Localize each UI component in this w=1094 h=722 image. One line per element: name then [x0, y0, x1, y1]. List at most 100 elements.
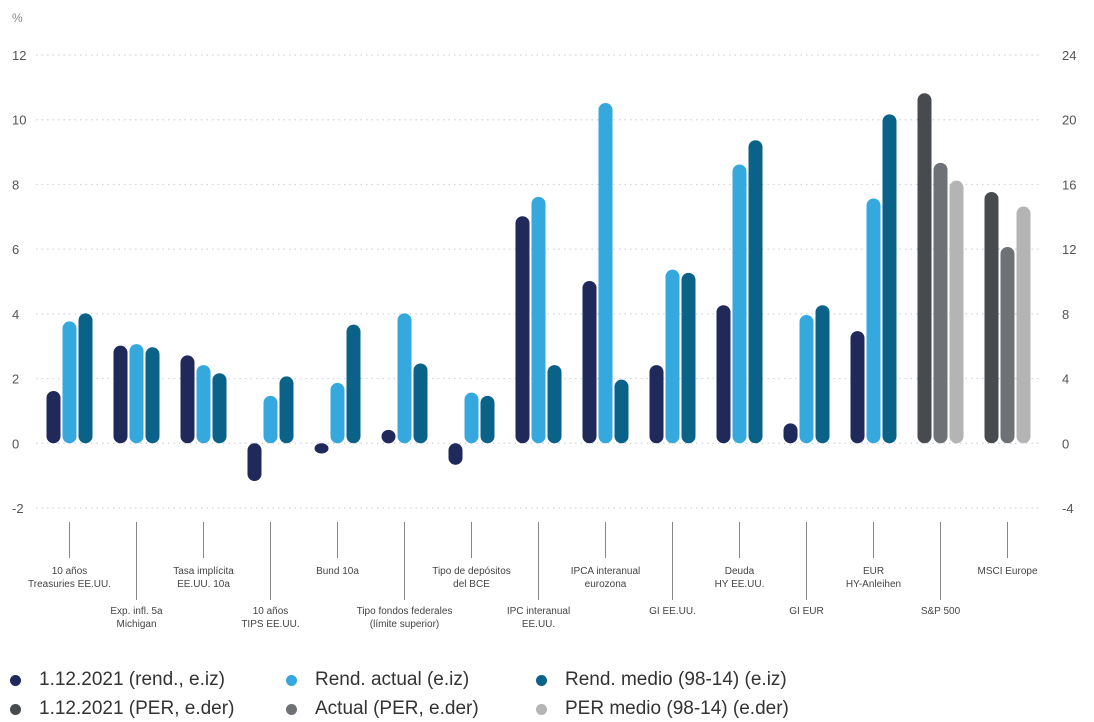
- legend-label: 1.12.2021 (rend., e.iz): [39, 669, 225, 690]
- bar: [917, 93, 932, 444]
- legend-item: Rend. medio (98-14) (e.iz): [536, 669, 866, 691]
- right-tick-label: 20: [1062, 113, 1076, 128]
- bar: [381, 429, 396, 444]
- legend: 1.12.2021 (rend., e.iz) Rend. actual (e.i…: [10, 669, 1090, 720]
- bar: [882, 114, 897, 444]
- legend-item: Rend. actual (e.iz): [286, 669, 536, 691]
- bar: [346, 324, 361, 444]
- legend-label: PER medio (98-14) (e.der): [565, 698, 789, 719]
- category-label: Deuda: [725, 566, 755, 577]
- legend-label: 1.12.2021 (PER, e.der): [39, 698, 235, 719]
- legend-swatch: [536, 703, 547, 715]
- legend-swatch: [10, 674, 21, 686]
- left-tick-label: 4: [12, 307, 19, 322]
- left-tick-label: 2: [12, 372, 19, 387]
- right-tick-label: -4: [1062, 501, 1074, 516]
- bar: [397, 313, 412, 444]
- bar: [547, 365, 562, 444]
- category-label: Bund 10a: [316, 566, 359, 577]
- bar: [247, 443, 262, 482]
- bar: [732, 164, 747, 444]
- category-labels: 10 años Treasuries EE.UU. Exp. infl. 5a Mic…: [28, 522, 1038, 630]
- legend-item: 1.12.2021 (PER, e.der): [10, 698, 286, 720]
- left-tick-label: -2: [12, 501, 24, 516]
- category-label: GI EE.UU.: [649, 606, 696, 617]
- bar: [614, 379, 629, 444]
- bar: [748, 140, 763, 444]
- bar: [62, 321, 77, 444]
- left-tick-label: 0: [12, 436, 19, 451]
- bar: [113, 345, 128, 444]
- bar: [582, 280, 597, 444]
- category-label: GI EUR: [789, 606, 823, 617]
- bar: [665, 269, 680, 444]
- bar: [1000, 246, 1015, 444]
- right-tick-label: 16: [1062, 177, 1076, 192]
- bars: [46, 93, 1031, 482]
- legend-swatch: [286, 674, 297, 686]
- category-label: del BCE: [453, 579, 490, 590]
- bar: [196, 365, 211, 444]
- legend-item: 1.12.2021 (rend., e.iz): [10, 669, 286, 691]
- category-label: HY-Anleihen: [846, 579, 901, 590]
- category-label: Treasuries EE.UU.: [28, 579, 111, 590]
- bar: [464, 392, 479, 444]
- left-tick-label: 12: [12, 48, 26, 63]
- bar: [413, 363, 428, 444]
- category-label: HY EE.UU.: [715, 579, 765, 590]
- category-label: 10 años: [253, 606, 289, 617]
- right-tick-label: 0: [1062, 436, 1069, 451]
- bar: [46, 390, 61, 444]
- bar: [531, 196, 546, 444]
- bar: [145, 347, 160, 444]
- category-label: (límite superior): [370, 619, 439, 630]
- bar: [681, 272, 696, 444]
- bar: [799, 314, 814, 444]
- right-tick-label: 4: [1062, 372, 1069, 387]
- category-label: Michigan: [116, 619, 156, 630]
- bar: [480, 395, 495, 444]
- category-label: Exp. infl. 5a: [110, 606, 163, 617]
- bar: [933, 162, 948, 444]
- legend-label: Actual (PER, e.der): [315, 698, 479, 719]
- category-label: EUR: [863, 566, 884, 577]
- bar: [129, 344, 144, 444]
- category-label: TIPS EE.UU.: [241, 619, 299, 630]
- legend-swatch: [10, 703, 21, 715]
- bar: [212, 373, 227, 444]
- bar: [1016, 206, 1031, 444]
- bar: [866, 198, 881, 444]
- category-label: MSCI Europe: [977, 566, 1037, 577]
- bar: [279, 376, 294, 444]
- bar: [716, 305, 731, 444]
- legend-item: Actual (PER, e.der): [286, 698, 536, 720]
- right-tick-label: 8: [1062, 307, 1069, 322]
- category-label: S&P 500: [921, 606, 961, 617]
- bar: [815, 305, 830, 444]
- legend-swatch: [536, 674, 547, 686]
- left-tick-label: 10: [12, 113, 26, 128]
- bar: [263, 395, 278, 444]
- legend-swatch: [286, 703, 297, 715]
- bar: [78, 313, 93, 444]
- category-label: eurozona: [585, 579, 627, 590]
- category-label: EE.UU.: [522, 619, 555, 630]
- category-label: IPC interanual: [507, 606, 570, 617]
- legend-label: Rend. medio (98-14) (e.iz): [565, 669, 787, 690]
- category-label: Tipo de depósitos: [432, 566, 511, 577]
- bar: [598, 103, 613, 444]
- bar: [180, 355, 195, 444]
- category-label: 10 años: [52, 566, 88, 577]
- bar: [330, 382, 345, 444]
- left-tick-label: 8: [12, 177, 19, 192]
- bar: [448, 443, 463, 465]
- left-tick-label: 6: [12, 242, 19, 257]
- bar: [783, 423, 798, 444]
- right-tick-label: 12: [1062, 242, 1076, 257]
- legend-item: PER medio (98-14) (e.der): [536, 698, 866, 720]
- bar: [649, 365, 664, 444]
- category-label: EE.UU. 10a: [177, 579, 230, 590]
- left-axis-unit: %: [12, 11, 23, 25]
